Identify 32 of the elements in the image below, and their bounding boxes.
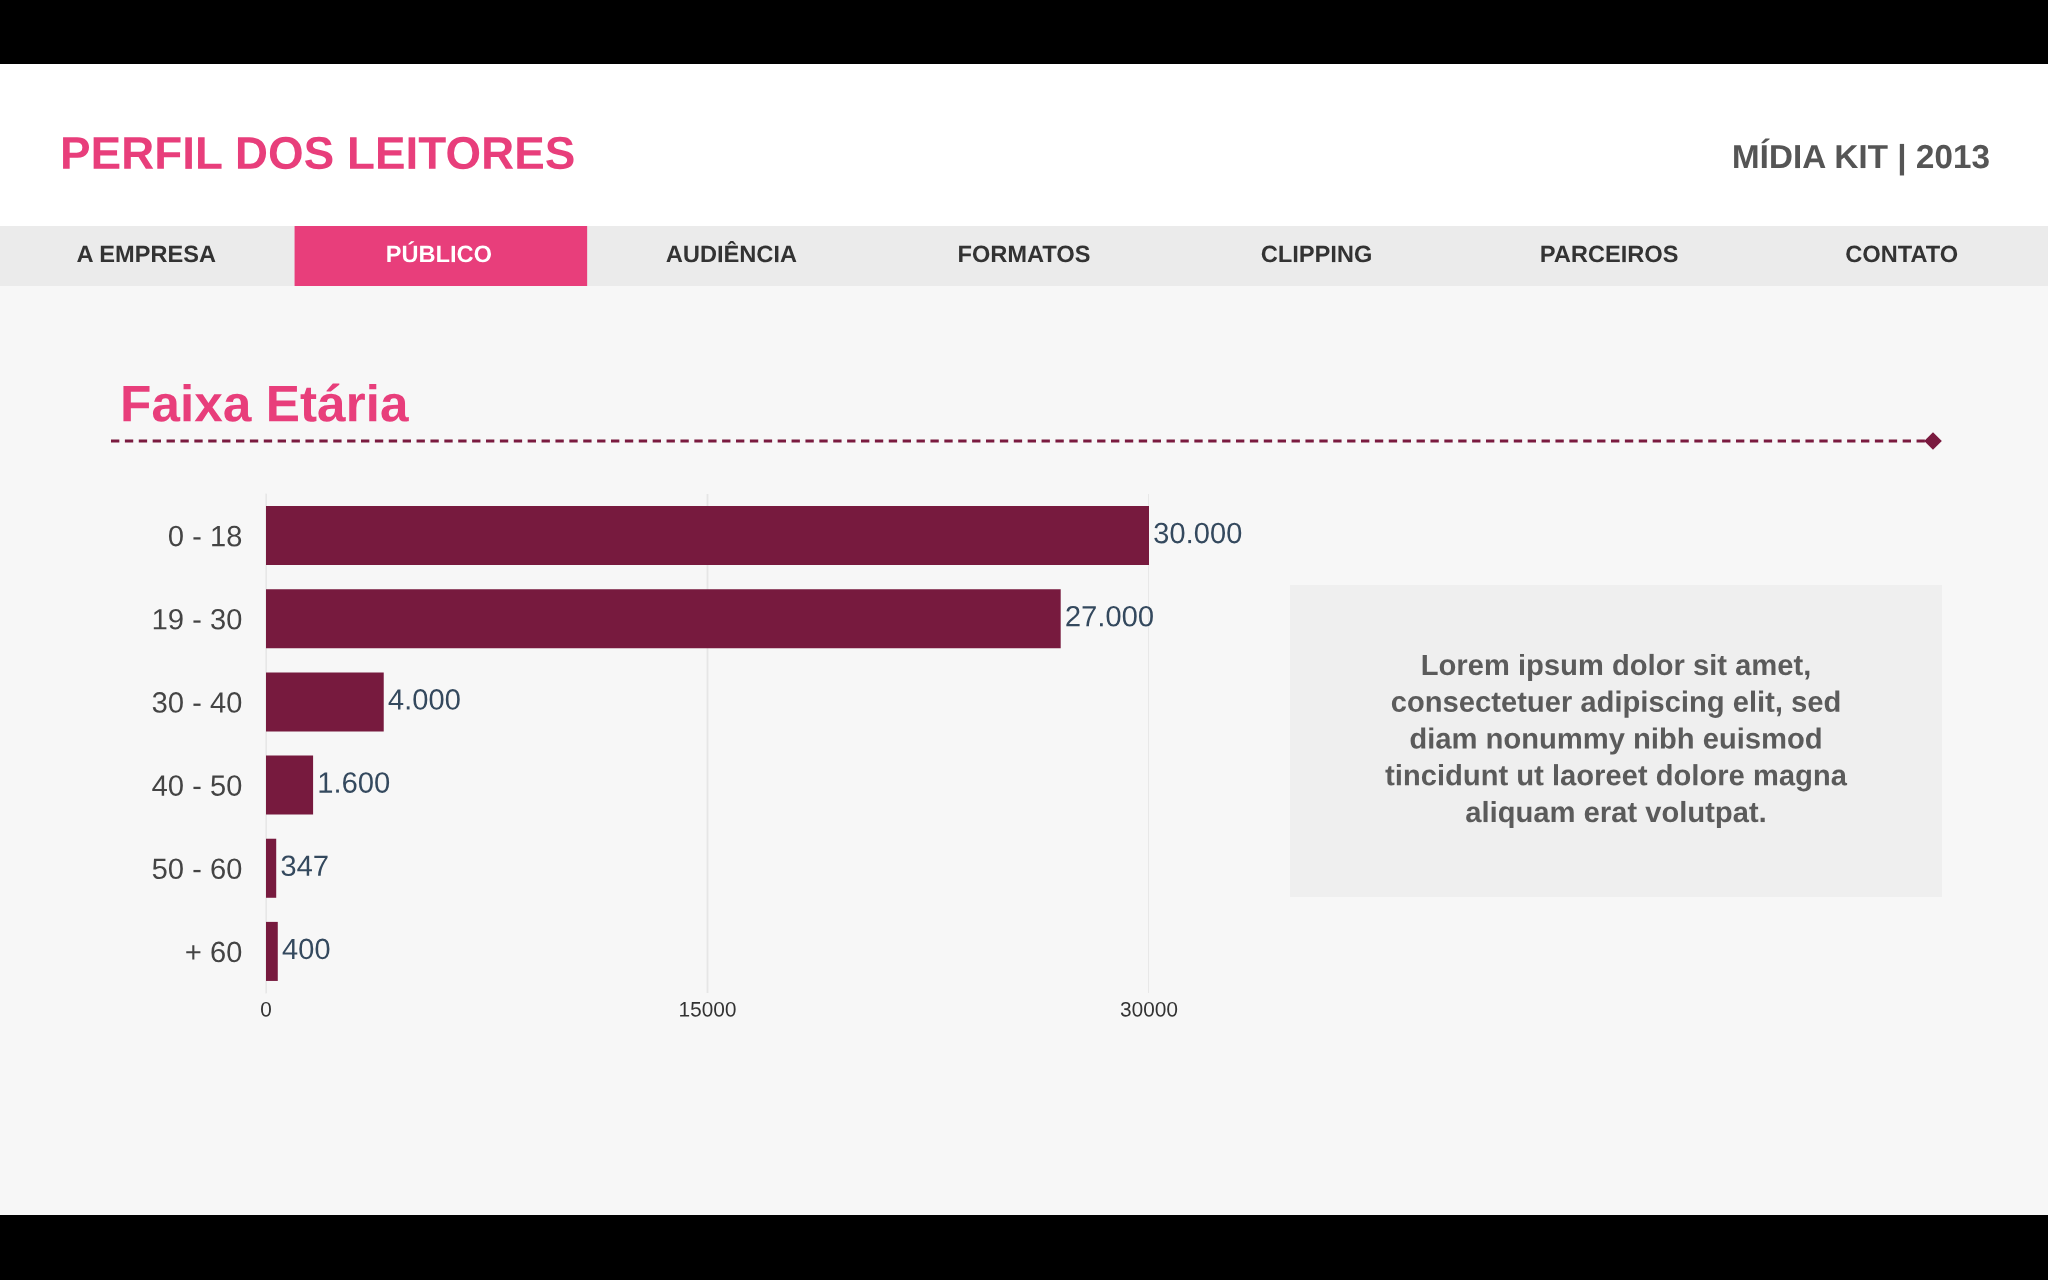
data-label: 27.000 <box>1066 605 1153 627</box>
y-tick-label: 40 - 50 <box>152 775 242 796</box>
y-tick-label: 30 - 40 <box>152 692 242 713</box>
bar <box>266 672 384 732</box>
y-tick-label: + 60 <box>186 941 242 963</box>
text: PARCEIROS <box>1541 245 1678 263</box>
data-label: 347 <box>281 855 328 877</box>
bar <box>266 755 314 815</box>
text: CONTATO <box>1846 245 1958 263</box>
text: PÚBLICO <box>387 241 491 263</box>
text: FORMATOS <box>959 245 1090 263</box>
data-label: 400 <box>282 938 330 960</box>
text: AUDIÊNCIA <box>666 240 797 263</box>
x-tick-label: 30000 <box>1120 1001 1178 1017</box>
x-tick-label: 0 <box>261 1001 271 1017</box>
text: A EMPRESA <box>77 245 216 263</box>
bar <box>266 838 277 898</box>
bar <box>266 589 1061 649</box>
data-label: 30.000 <box>1154 522 1242 544</box>
text: CLIPPING <box>1261 245 1371 263</box>
data-label: 1.600 <box>319 772 390 793</box>
text: PERFIL DOS LEITORES <box>63 136 574 170</box>
text: MÍDIA KIT | 2013 <box>1734 138 1989 176</box>
x-tick-label: 15000 <box>680 1001 736 1017</box>
bar <box>266 506 1149 566</box>
y-tick-label: 19 - 30 <box>153 608 242 630</box>
text: Lorem ipsum dolor sit amet, consectetuer adipiscing elit, sed diam nonummy nibh euismod tincidunt ut laoreet dolore magna aliquam erat volutpat. <box>1385 653 1848 829</box>
chart-title: Faixa Etária <box>123 383 409 422</box>
y-tick-label: 0 - 18 <box>168 525 242 547</box>
y-tick-label: 50 - 60 <box>152 858 242 880</box>
bar <box>266 921 278 981</box>
data-label: 4.000 <box>388 689 460 710</box>
